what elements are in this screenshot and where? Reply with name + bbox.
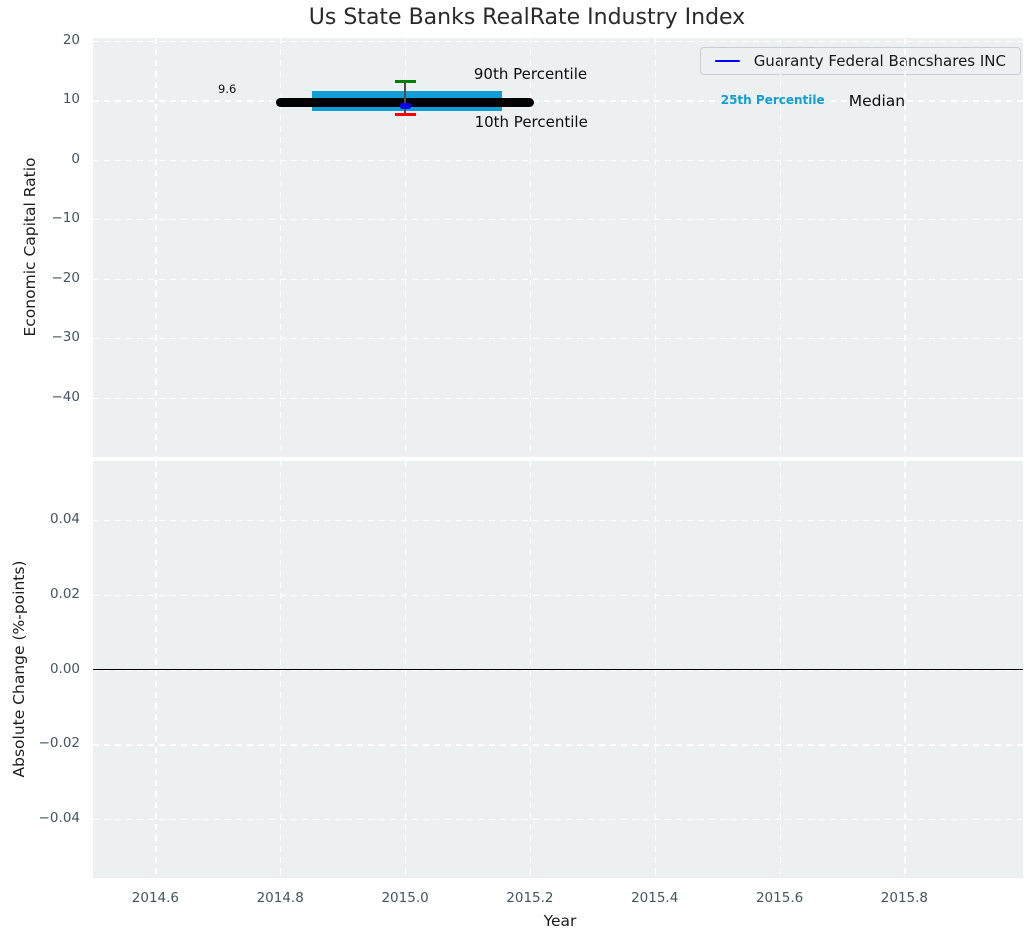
top-gridline-x [779,38,781,457]
xtick-label: 2014.6 [131,890,180,906]
top-ytick-label: −30 [51,329,81,346]
legend-line-sample [715,59,740,63]
top-ytick-label: 20 [62,32,80,48]
chart-title: Us State Banks RealRate Industry Index [308,5,746,30]
top-gridline-x [155,38,157,457]
company-data-point [399,103,411,110]
bottom-ytick-label: 0.00 [49,660,80,677]
top-ytick-label: 10 [62,91,80,108]
xtick-label: 2014.8 [256,890,304,906]
annotation-90th-percentile: 90th Percentile [473,65,588,84]
bottom-ytick-label: 0.04 [49,510,80,527]
xtick-label: 2015.6 [755,890,804,906]
top-gridline-x [654,38,656,457]
annotation-25th-percentile: 25th Percentile [720,93,825,108]
xtick-label: 2015.0 [381,890,429,906]
top-gridline-x [280,38,282,457]
xtick-label: 2015.4 [631,890,679,906]
top-gridline-y [93,397,1023,399]
bottom-gridline-y [93,594,1023,596]
bottom-gridline-y [93,744,1023,746]
top-ytick-label: 0 [71,150,80,167]
top-gridline-y [93,41,1023,43]
top-gridline-y [93,338,1023,340]
whisker-cap-10th [394,112,416,117]
y-axis-label-absolute-change: Absolute Change (%-points) [10,560,28,778]
xtick-label: 2015.8 [880,890,929,906]
top-ytick-label: −20 [51,269,81,286]
bottom-ytick-label: −0.04 [38,810,80,827]
top-gridline-y [93,278,1023,280]
top-gridline-x [405,38,407,457]
legend-label: Guaranty Federal Bancshares INC [753,52,1006,70]
x-axis-label-year: Year [543,912,577,930]
annotation-9-6: 9.6 [218,82,237,97]
annotation-10th-percentile: 10th Percentile [474,112,588,131]
bottom-ytick-label: −0.02 [38,735,80,752]
top-gridline-x [904,38,906,457]
bottom-gridline-y [93,519,1023,521]
annotation-median: Median [848,92,906,111]
top-gridline-x [529,38,532,457]
top-ytick-label: −10 [51,210,81,227]
legend[interactable]: Guaranty Federal Bancshares INC [700,47,1021,75]
y-axis-label-economic-capital-ratio: Economic Capital Ratio [21,157,39,337]
whisker-cap-90th [394,79,416,84]
zero-line [93,668,1023,671]
bottom-ytick-label: 0.02 [49,585,80,602]
whisker-line [404,81,406,115]
top-gridline-y [93,100,1023,102]
top-ytick-label: −40 [51,388,81,405]
axes-economic-capital-ratio [93,38,1023,457]
top-gridline-y [93,159,1023,161]
top-gridline-y [93,219,1023,221]
bottom-gridline-y [93,819,1023,821]
xtick-label: 2015.2 [506,890,554,906]
